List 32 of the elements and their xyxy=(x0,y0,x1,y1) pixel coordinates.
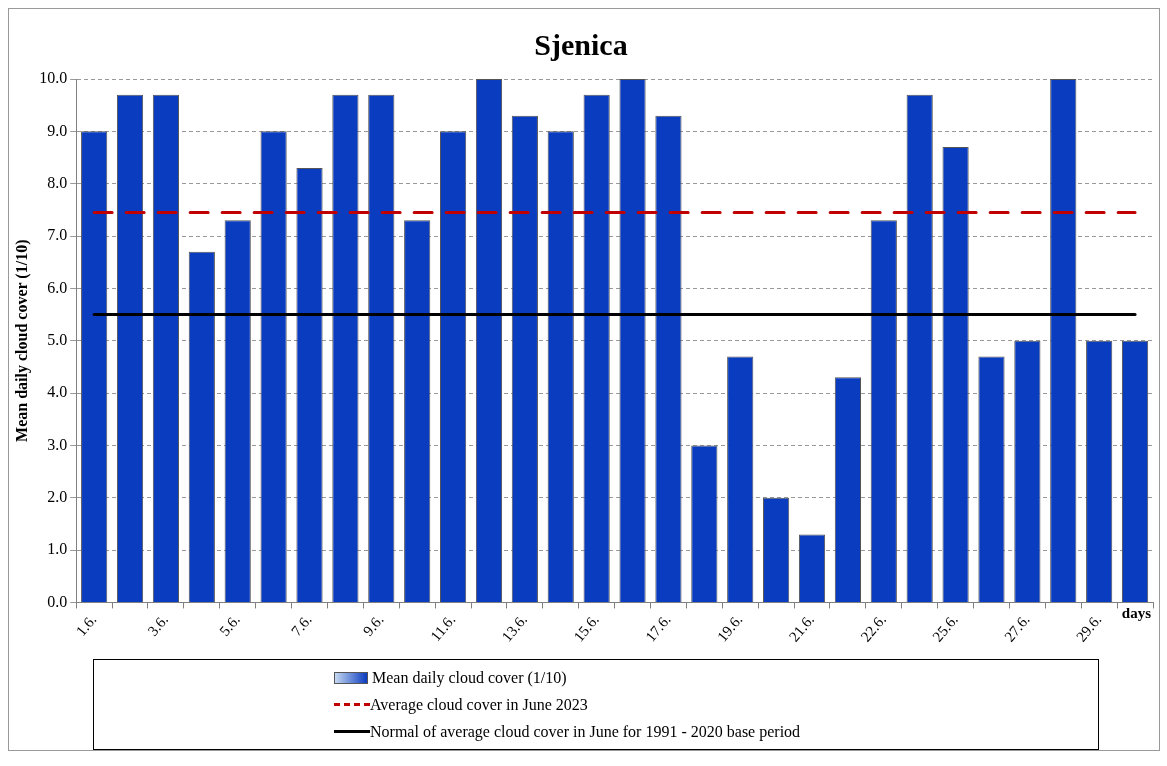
x-tick-label: 21.6. xyxy=(785,611,818,645)
y-axis-title: Mean daily cloud cover (1/10) xyxy=(12,239,31,442)
y-tick-label: 6.0 xyxy=(47,278,68,296)
y-tick-label: 2.0 xyxy=(47,487,68,505)
x-tick-label: 27.6. xyxy=(1001,611,1033,645)
x-tick-label: 13.6. xyxy=(498,611,531,645)
y-tick-label: 9.0 xyxy=(47,121,68,139)
x-tick-label: 15.6. xyxy=(570,611,602,645)
y-tick-label: 1.0 xyxy=(47,540,68,558)
x-tick-label: 11.6. xyxy=(427,611,459,645)
chart-title: Sjenica xyxy=(534,27,628,61)
y-tick-label: 8.0 xyxy=(47,173,68,191)
y-tick-label: 3.0 xyxy=(47,435,68,453)
x-tick-label: 1.6. xyxy=(72,611,100,639)
x-tick-label: 17.6. xyxy=(642,611,674,645)
x-tick-label: 3.6. xyxy=(144,611,172,639)
x-tick-label: 5.6. xyxy=(216,611,244,639)
y-tick-label: 4.0 xyxy=(47,383,68,401)
x-tick-label: 22.6. xyxy=(857,611,890,645)
y-tick-label: 5.0 xyxy=(47,330,68,348)
x-tick-label: 19.6. xyxy=(714,611,746,645)
y-tick-label: 7.0 xyxy=(47,226,68,244)
x-tick-label: 29.6. xyxy=(1072,611,1105,645)
x-tick-label: 7.6. xyxy=(288,611,315,639)
x-axis-title: days xyxy=(1121,604,1152,621)
legend-label: Average cloud cover in June 2023 xyxy=(370,695,588,714)
legend-label: Normal of average cloud cover in June for 1991 - 2020 base period xyxy=(370,722,801,741)
x-tick-label: 25.6. xyxy=(929,611,961,645)
y-tick-label: 10.0 xyxy=(39,69,68,87)
y-tick-label: 0.0 xyxy=(47,592,68,610)
legend-label: Mean daily cloud cover (1/10) xyxy=(372,668,567,687)
x-tick-label: 9.6. xyxy=(359,611,387,639)
